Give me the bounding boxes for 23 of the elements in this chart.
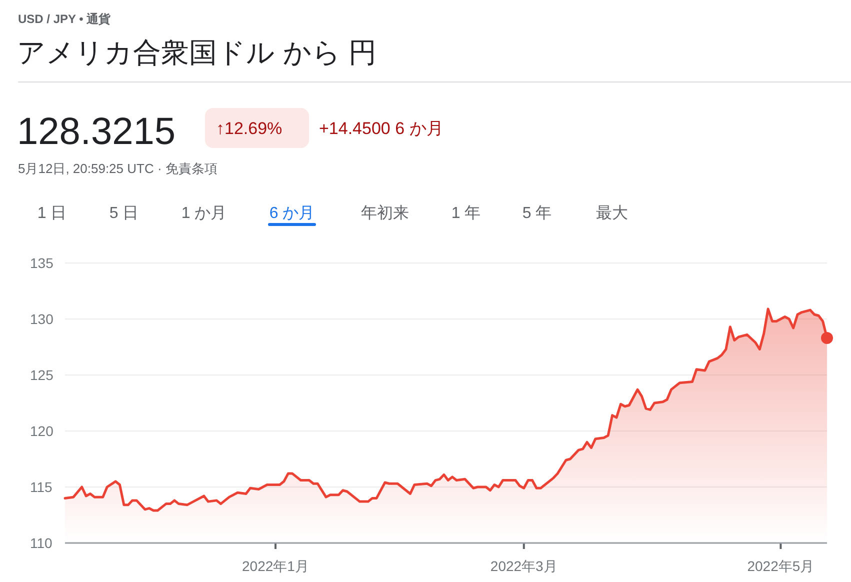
text: 128.3215: [17, 111, 176, 153]
chart-subtitle: USD / JPY • 通貨: [18, 12, 112, 26]
y-tick-label: 115: [30, 479, 53, 495]
text: +14.4500 6 か月: [319, 119, 444, 138]
x-tick-label: 2022年1月: [242, 558, 309, 574]
y-tick-label: 135: [30, 255, 54, 271]
text: 年初来: [361, 204, 409, 222]
text: 最大: [596, 204, 628, 222]
text: 1 年: [451, 205, 481, 222]
y-tick-label: 110: [30, 535, 53, 551]
y-tick-label: 120: [30, 423, 54, 439]
text: ↑12.69%: [216, 119, 282, 138]
x-tick-label: 2022年3月: [490, 558, 558, 574]
text: 1 か月: [181, 205, 227, 222]
chart-title: アメリカ合衆国ドル から 円: [17, 37, 377, 68]
x-tick-label: 2022年5月: [747, 558, 814, 574]
text: 5月12日, 20:59:25 UTC · 免責条項: [18, 161, 218, 176]
text: 6 か月: [269, 205, 315, 222]
text: 5 日: [109, 205, 139, 222]
y-tick-label: 125: [30, 367, 54, 383]
text: 5 年: [522, 205, 552, 222]
y-tick-label: 130: [30, 311, 54, 327]
text: 1 日: [37, 205, 67, 222]
